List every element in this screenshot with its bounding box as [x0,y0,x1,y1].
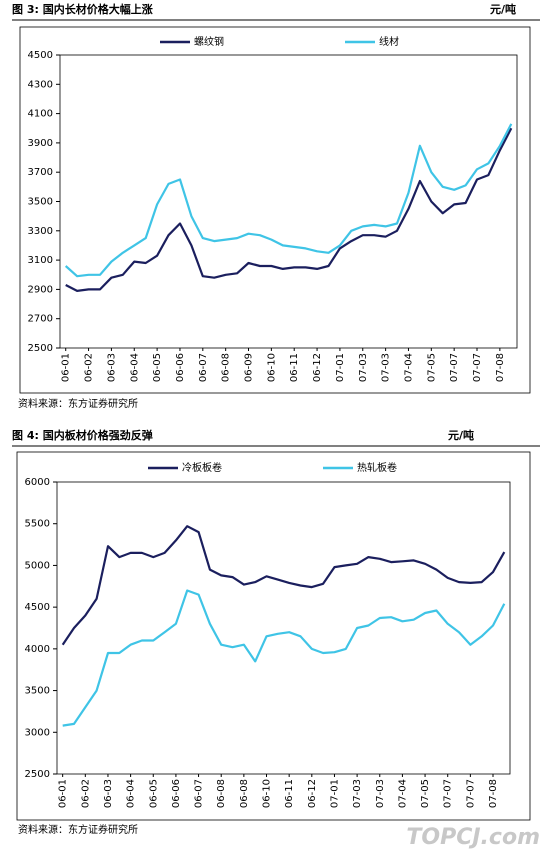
y-tick-label: 4300 [28,79,53,90]
x-tick-label: 07-04 [397,779,408,808]
x-tick-label: 06-10 [262,779,273,808]
y-tick-label: 4100 [28,109,53,120]
x-tick-label: 07-08 [495,353,506,382]
x-tick-label: 06-10 [266,353,277,382]
x-tick-label: 07-04 [403,353,414,382]
x-tick-label: 06-06 [175,353,186,382]
y-tick-label: 3500 [28,197,53,208]
y-tick-label: 3300 [28,226,53,237]
x-tick-label: 06-01 [61,353,72,382]
x-tick-label: 06-12 [312,353,323,382]
unit: 元/吨 [490,2,516,16]
x-tick-label: 06-08 [216,779,227,808]
y-tick-label: 3700 [28,167,53,178]
y-tick-label: 3500 [25,686,50,697]
x-tick-label: 06-04 [126,779,137,808]
x-tick-label: 06-02 [84,353,95,382]
x-tick-label: 06-02 [80,779,91,808]
x-tick-label: 07-03 [375,779,386,808]
y-tick-label: 4000 [25,644,50,655]
x-tick-label: 06-01 [58,779,69,808]
y-tick-label: 2900 [28,284,53,295]
unit: 元/吨 [448,428,474,442]
x-tick-label: 06-07 [198,353,209,382]
series-line [61,525,506,646]
y-tick-label: 2500 [28,343,53,354]
y-tick-label: 3100 [28,255,53,266]
x-tick-label: 07-03 [352,779,363,808]
x-tick-label: 06-04 [129,353,140,382]
series-line [64,123,513,278]
y-tick-label: 3900 [28,138,53,149]
x-tick-label: 06-08 [221,353,232,382]
x-tick-label: 07-05 [426,353,437,382]
chart-frame [16,451,531,821]
figure-title: 图 3: 国内长材价格大幅上涨 [12,2,153,16]
x-tick-label: 07-08 [488,779,499,808]
y-tick-label: 2500 [25,769,50,780]
legend-label: 热轧板卷 [357,461,397,474]
legend-label: 冷板板卷 [182,461,222,474]
y-tick-label: 2700 [28,314,53,325]
x-tick-label: 07-07 [449,353,460,382]
x-tick-label: 06-05 [152,353,163,382]
x-tick-label: 07-05 [420,779,431,808]
x-tick-label: 06-06 [171,779,182,808]
x-tick-label: 06-11 [284,779,295,808]
x-tick-label: 06-08 [239,779,250,808]
watermark: TOPCJ.com [406,825,540,850]
x-tick-label: 07-07 [443,779,454,808]
x-tick-label: 07-03 [381,353,392,382]
x-tick-label: 07-07 [472,353,483,382]
x-tick-label: 06-03 [103,779,114,808]
series-line [62,589,506,727]
x-tick-label: 07-01 [335,353,346,382]
x-tick-label: 07-01 [329,779,340,808]
series-line [65,127,513,292]
figure-title: 图 4: 国内板材价格强劲反弹 [12,428,153,442]
x-tick-label: 06-12 [307,779,318,808]
y-tick-label: 6000 [25,477,50,488]
y-tick-label: 4500 [28,50,53,61]
legend-label: 螺纹钢 [194,35,224,48]
plot-area [56,481,511,775]
x-tick-label: 06-07 [194,779,205,808]
source: 资料来源：东方证券研究所 [18,823,138,836]
x-tick-label: 06-03 [106,353,117,382]
x-tick-label: 07-03 [358,353,369,382]
plot-area [59,54,518,349]
x-tick-label: 07-07 [465,779,476,808]
x-tick-label: 06-09 [244,353,255,382]
y-tick-label: 3000 [25,727,50,738]
legend-label: 线材 [379,35,399,48]
x-tick-label: 06-11 [289,353,300,382]
y-tick-label: 5000 [25,560,50,571]
source: 资料来源：东方证券研究所 [18,397,138,410]
x-tick-label: 06-05 [148,779,159,808]
y-tick-label: 4500 [25,602,50,613]
chart-frame [19,26,531,394]
y-tick-label: 5500 [25,519,50,530]
